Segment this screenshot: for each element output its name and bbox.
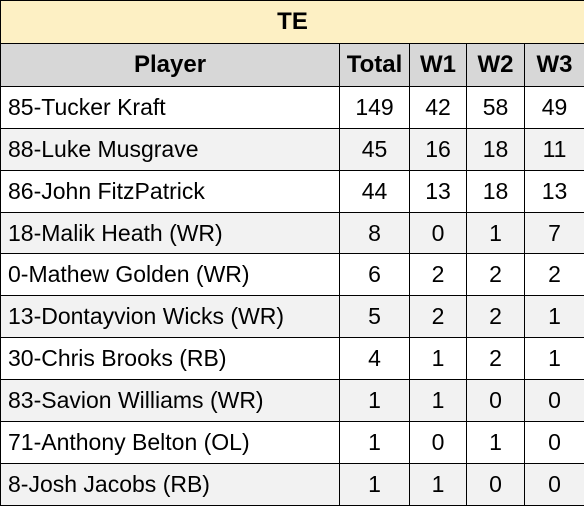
w2-cell: 0 — [466, 379, 525, 423]
player-name-cell: 85-Tucker Kraft — [0, 85, 340, 129]
w3-cell: 1 — [523, 337, 584, 381]
header-w1: W1 — [409, 42, 467, 87]
header-row: Player Total W1 W2 W3 — [0, 42, 584, 87]
total-cell: 1 — [339, 463, 410, 506]
w1-cell: 2 — [409, 253, 467, 297]
table-row: 86-John FitzPatrick 44 13 18 13 — [0, 169, 584, 213]
table-row: 88-Luke Musgrave 45 16 18 11 — [0, 127, 584, 171]
w1-cell: 16 — [409, 127, 467, 171]
header-total: Total — [339, 42, 410, 87]
w3-cell: 7 — [523, 211, 584, 255]
total-cell: 1 — [339, 379, 410, 423]
player-name-cell: 83-Savion Williams (WR) — [0, 379, 340, 423]
w1-cell: 1 — [409, 463, 467, 506]
table-row: 71-Anthony Belton (OL) 1 0 1 0 — [0, 421, 584, 464]
w1-cell: 0 — [409, 211, 467, 255]
header-w2: W2 — [466, 42, 525, 87]
total-cell: 45 — [339, 127, 410, 171]
w3-cell: 1 — [523, 295, 584, 339]
table-row: 13-Dontayvion Wicks (WR) 5 2 2 1 — [0, 295, 584, 339]
w2-cell: 1 — [466, 211, 525, 255]
w3-cell: 0 — [523, 421, 584, 464]
total-cell: 5 — [339, 295, 410, 339]
w2-cell: 58 — [466, 85, 525, 129]
w3-cell: 13 — [523, 169, 584, 213]
total-cell: 4 — [339, 337, 410, 381]
w2-cell: 0 — [466, 463, 525, 506]
w3-cell: 0 — [523, 379, 584, 423]
player-name-cell: 0-Mathew Golden (WR) — [0, 253, 340, 297]
table-title: TE — [0, 0, 584, 44]
player-name-cell: 86-John FitzPatrick — [0, 169, 340, 213]
w2-cell: 2 — [466, 337, 525, 381]
player-name-cell: 88-Luke Musgrave — [0, 127, 340, 171]
w3-cell: 49 — [523, 85, 584, 129]
total-cell: 44 — [339, 169, 410, 213]
total-cell: 149 — [339, 85, 410, 129]
w3-cell: 2 — [523, 253, 584, 297]
table-row: 30-Chris Brooks (RB) 4 1 2 1 — [0, 337, 584, 381]
w2-cell: 18 — [466, 127, 525, 171]
table-row: 85-Tucker Kraft 149 42 58 49 — [0, 85, 584, 129]
w3-cell: 0 — [523, 463, 584, 506]
title-row: TE — [0, 0, 584, 44]
total-cell: 1 — [339, 421, 410, 464]
w2-cell: 18 — [466, 169, 525, 213]
w2-cell: 2 — [466, 295, 525, 339]
w1-cell: 2 — [409, 295, 467, 339]
header-player: Player — [0, 42, 340, 87]
w1-cell: 13 — [409, 169, 467, 213]
table-row: 83-Savion Williams (WR) 1 1 0 0 — [0, 379, 584, 423]
w1-cell: 1 — [409, 337, 467, 381]
w3-cell: 11 — [523, 127, 584, 171]
player-name-cell: 13-Dontayvion Wicks (WR) — [0, 295, 340, 339]
player-name-cell: 71-Anthony Belton (OL) — [0, 421, 340, 464]
total-cell: 8 — [339, 211, 410, 255]
header-w3: W3 — [523, 42, 584, 87]
table-row: 18-Malik Heath (WR) 8 0 1 7 — [0, 211, 584, 255]
player-name-cell: 18-Malik Heath (WR) — [0, 211, 340, 255]
w1-cell: 0 — [409, 421, 467, 464]
player-name-cell: 8-Josh Jacobs (RB) — [0, 463, 340, 506]
table-row: 0-Mathew Golden (WR) 6 2 2 2 — [0, 253, 584, 297]
table-row: 8-Josh Jacobs (RB) 1 1 0 0 — [0, 463, 584, 506]
w1-cell: 1 — [409, 379, 467, 423]
w2-cell: 1 — [466, 421, 525, 464]
w2-cell: 2 — [466, 253, 525, 297]
total-cell: 6 — [339, 253, 410, 297]
w1-cell: 42 — [409, 85, 467, 129]
player-name-cell: 30-Chris Brooks (RB) — [0, 337, 340, 381]
